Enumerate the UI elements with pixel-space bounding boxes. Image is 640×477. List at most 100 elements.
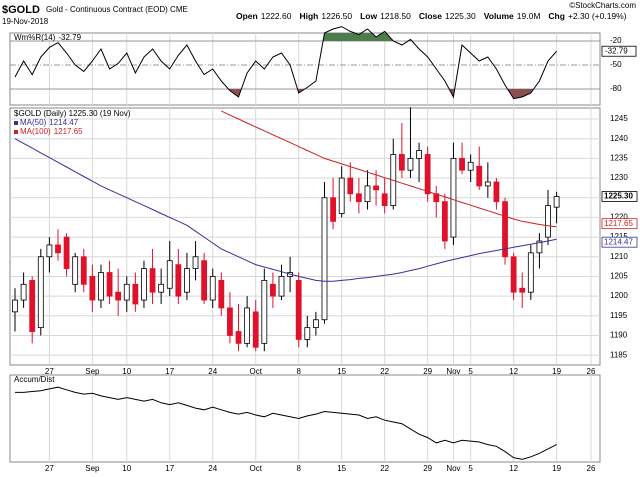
- quote-label: Close: [419, 11, 442, 21]
- candle-body: [141, 268, 147, 301]
- candle-body: [502, 201, 508, 258]
- quote-value: 1222.60: [261, 11, 292, 21]
- legend-title: Accum/Dist: [14, 375, 55, 384]
- date: 19-Nov-2018: [2, 17, 49, 26]
- candle-body: [252, 311, 259, 348]
- y-tick-label: 1230: [610, 173, 628, 182]
- candle-body: [553, 196, 560, 208]
- value-box-label: -32.79: [605, 46, 628, 55]
- x-tick-label: 19: [552, 367, 561, 376]
- y-tick-label: 1245: [610, 114, 628, 123]
- candle-body: [338, 177, 345, 214]
- candle-body: [261, 279, 268, 344]
- legend-entry: MA(100) 1217.65: [20, 127, 83, 136]
- panel-title: $GOLD (Daily) 1225.30 (19 Nov): [14, 109, 131, 118]
- candle-body: [347, 177, 354, 195]
- y-tick-label: 1235: [610, 153, 628, 162]
- candle-body: [441, 201, 448, 242]
- x-tick-label: 22: [380, 464, 389, 473]
- x-tick-label: 10: [122, 464, 131, 473]
- oversold-fill: [15, 89, 557, 99]
- candle-body: [527, 252, 534, 293]
- candle-body: [235, 331, 242, 344]
- quote-label: Volume: [484, 11, 514, 21]
- candle-body: [89, 276, 96, 301]
- candle-body: [364, 185, 371, 203]
- candle-body: [55, 244, 61, 254]
- candle-body: [192, 256, 199, 269]
- candle-body: [218, 279, 225, 309]
- quote-label: Open: [236, 11, 258, 21]
- candle-body: [459, 157, 465, 171]
- y-tick-label: -20: [610, 36, 622, 45]
- quote-value: +2.30 (+0.19%): [568, 11, 627, 21]
- panel-legend: Wm%R(14) -32.79: [14, 33, 82, 42]
- x-tick-label: 17: [165, 367, 174, 376]
- legend-name: MA(50): [20, 118, 47, 127]
- legend-value: 1217.65: [54, 127, 83, 136]
- x-tick-label: 26: [587, 464, 596, 473]
- candle-body: [484, 181, 491, 187]
- candle-body: [166, 260, 173, 289]
- candle-body: [72, 256, 79, 285]
- candle-body: [321, 197, 328, 321]
- y-tick-label: -50: [610, 60, 622, 69]
- candle-body: [398, 154, 405, 171]
- y-tick-label: 1185: [610, 350, 628, 359]
- x-tick-label: 24: [208, 367, 217, 376]
- x-tick-label: Nov: [446, 367, 460, 376]
- overbought-fill: [15, 33, 557, 41]
- value-box-label: 1217.65: [604, 219, 633, 228]
- x-tick-label: Oct: [249, 464, 262, 473]
- candle-body: [209, 276, 216, 301]
- candle-body: [467, 161, 474, 171]
- candle-body: [493, 181, 500, 203]
- candle-body: [63, 236, 70, 269]
- candle-body: [12, 299, 18, 313]
- legend-swatch: [14, 121, 18, 125]
- candle-body: [381, 193, 388, 207]
- value-box: [601, 218, 638, 230]
- candle-body: [149, 268, 156, 293]
- candle-body: [510, 256, 517, 293]
- quote-label: High: [299, 11, 318, 21]
- x-tick-label: 26: [587, 367, 596, 376]
- y-tick-label: 1215: [610, 232, 628, 241]
- candle-body: [407, 157, 414, 171]
- x-tick-label: 17: [165, 464, 174, 473]
- candle-body: [80, 256, 87, 285]
- quote-label: Chg: [548, 11, 565, 21]
- symbol: $GOLD: [2, 4, 40, 16]
- x-tick-label: 27: [45, 464, 54, 473]
- x-tick-label: 12: [509, 464, 518, 473]
- candle-body: [545, 205, 551, 238]
- x-tick-label: 15: [337, 367, 346, 376]
- x-tick-label: 15: [337, 464, 346, 473]
- candle-body: [476, 165, 483, 187]
- quote-value: 1225.30: [445, 11, 476, 21]
- value-box: [601, 236, 638, 248]
- candle-body: [158, 283, 165, 293]
- candle-body: [98, 272, 104, 301]
- legend-title: Wm%R(14): [14, 33, 56, 42]
- moving-average: [14, 138, 557, 282]
- panel-frame: [9, 32, 601, 106]
- moving-average: [221, 110, 557, 228]
- x-tick-label: 19: [552, 464, 561, 473]
- x-tick-label: Nov: [446, 464, 460, 473]
- candle-body: [201, 260, 208, 301]
- y-tick-label: 1190: [610, 331, 628, 340]
- candle-body: [330, 197, 336, 222]
- x-tick-label: 24: [208, 464, 217, 473]
- value-box: [601, 45, 637, 57]
- candle-body: [424, 154, 431, 195]
- candle-body: [175, 264, 182, 297]
- candle-body: [270, 283, 276, 297]
- panel-frame: [9, 107, 601, 366]
- legend-swatch: [14, 130, 18, 134]
- candle-body: [295, 279, 302, 340]
- quote-value: 1218.50: [380, 11, 411, 21]
- candle-body: [20, 283, 27, 301]
- candle-body: [278, 276, 285, 297]
